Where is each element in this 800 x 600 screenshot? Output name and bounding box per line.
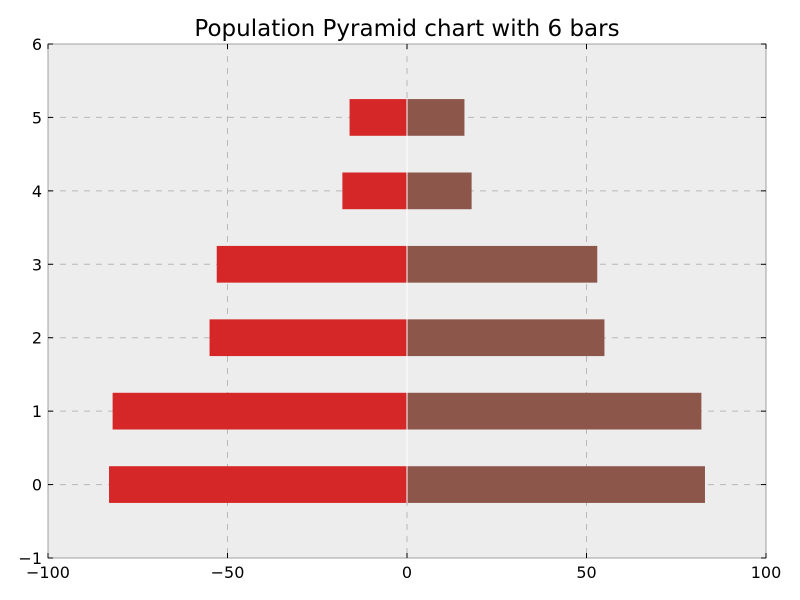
y-tick-label: 4: [32, 182, 42, 201]
bar-right-4: [407, 172, 472, 210]
x-tick-label: 50: [576, 563, 596, 582]
bar-left-3: [216, 245, 407, 283]
bar-right-0: [407, 466, 705, 503]
x-tick-label: −100: [26, 563, 70, 582]
y-tick-label: 1: [32, 402, 42, 421]
bar-right-5: [407, 99, 465, 136]
y-tick-label: 2: [32, 329, 42, 348]
bar-left-4: [342, 172, 407, 210]
bar-right-3: [407, 245, 598, 283]
bar-left-0: [109, 466, 407, 503]
bar-right-2: [407, 319, 605, 357]
y-tick-label: 0: [32, 476, 42, 495]
bar-left-5: [349, 99, 407, 136]
x-tick-label: 100: [751, 563, 782, 582]
y-tick-label: 5: [32, 108, 42, 127]
y-tick-label: 3: [32, 255, 42, 274]
x-tick-label: 0: [402, 563, 412, 582]
x-tick-label: −50: [211, 563, 245, 582]
bar-left-1: [112, 392, 408, 430]
y-tick-label: −1: [18, 549, 42, 568]
chart-title: Population Pyramid chart with 6 bars: [194, 16, 619, 42]
bar-right-1: [407, 392, 702, 430]
bar-left-2: [209, 319, 407, 357]
y-tick-label: 6: [32, 35, 42, 54]
